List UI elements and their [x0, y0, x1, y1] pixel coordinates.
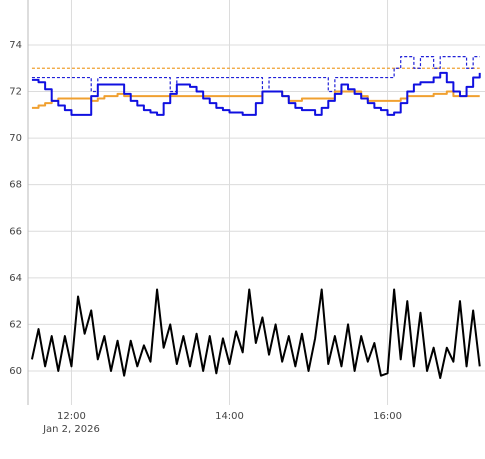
y-tick-label: 64 [9, 273, 22, 284]
series-line [30, 288, 481, 379]
y-tick-label: 66 [9, 226, 22, 237]
x-tick-label: 16:00 [373, 411, 402, 422]
x-date-label: Jan 2, 2026 [42, 424, 100, 435]
x-tick-label: 14:00 [215, 411, 244, 422]
y-tick-label: 74 [9, 40, 22, 51]
y-tick-label: 72 [9, 87, 22, 98]
y-tick-label: 70 [9, 133, 22, 144]
y-tick-label: 62 [9, 319, 22, 330]
x-tick-label: 12:00 [57, 411, 86, 422]
series-line [31, 71, 481, 116]
y-tick-label: 60 [9, 366, 22, 377]
y-tick-label: 68 [9, 180, 22, 191]
series-line [31, 55, 480, 93]
